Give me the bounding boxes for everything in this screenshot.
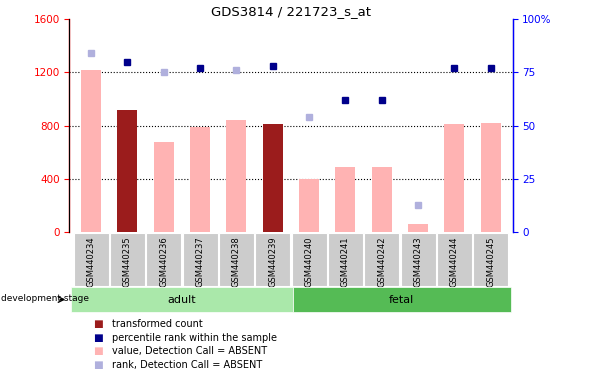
Bar [71, 286, 293, 313]
Bar [481, 123, 500, 232]
Bar [227, 121, 247, 232]
Bar [263, 124, 283, 232]
Bar [299, 179, 319, 232]
Text: GSM440236: GSM440236 [159, 237, 168, 287]
Text: value, Detection Call = ABSENT: value, Detection Call = ABSENT [112, 346, 267, 356]
Text: GSM440245: GSM440245 [486, 237, 495, 287]
Text: ■: ■ [93, 346, 103, 356]
Bar [372, 167, 392, 232]
Text: rank, Detection Call = ABSENT: rank, Detection Call = ABSENT [112, 360, 262, 370]
Text: GSM440235: GSM440235 [123, 237, 132, 287]
Bar [364, 233, 399, 286]
Text: GSM440241: GSM440241 [341, 237, 350, 287]
Text: ■: ■ [93, 319, 103, 329]
Text: GSM440240: GSM440240 [305, 237, 314, 287]
Title: GDS3814 / 221723_s_at: GDS3814 / 221723_s_at [211, 5, 371, 18]
Text: percentile rank within the sample: percentile rank within the sample [112, 333, 277, 343]
Text: development stage: development stage [1, 294, 89, 303]
Text: adult: adult [168, 295, 196, 305]
Bar [219, 233, 254, 286]
Text: GSM440242: GSM440242 [377, 237, 387, 287]
Bar [190, 127, 210, 232]
Bar [147, 233, 182, 286]
Bar [328, 233, 363, 286]
Bar [444, 124, 464, 232]
Bar [154, 142, 174, 232]
Text: ■: ■ [93, 333, 103, 343]
Bar [183, 233, 218, 286]
Bar [292, 233, 327, 286]
Bar [81, 70, 101, 232]
Bar [400, 233, 435, 286]
Text: GSM440234: GSM440234 [87, 237, 96, 287]
Bar [118, 110, 137, 232]
Text: transformed count: transformed count [112, 319, 202, 329]
Text: ■: ■ [93, 360, 103, 370]
Bar [408, 224, 428, 232]
Text: GSM440243: GSM440243 [414, 237, 423, 287]
Bar [255, 233, 290, 286]
Bar [437, 233, 472, 286]
Text: GSM440239: GSM440239 [268, 237, 277, 287]
Bar [74, 233, 109, 286]
Bar [110, 233, 145, 286]
Text: GSM440238: GSM440238 [232, 237, 241, 287]
Text: GSM440244: GSM440244 [450, 237, 459, 287]
Bar [335, 167, 355, 232]
Text: fetal: fetal [389, 295, 414, 305]
Bar [473, 233, 508, 286]
Text: GSM440237: GSM440237 [195, 237, 204, 287]
Bar [293, 286, 511, 313]
